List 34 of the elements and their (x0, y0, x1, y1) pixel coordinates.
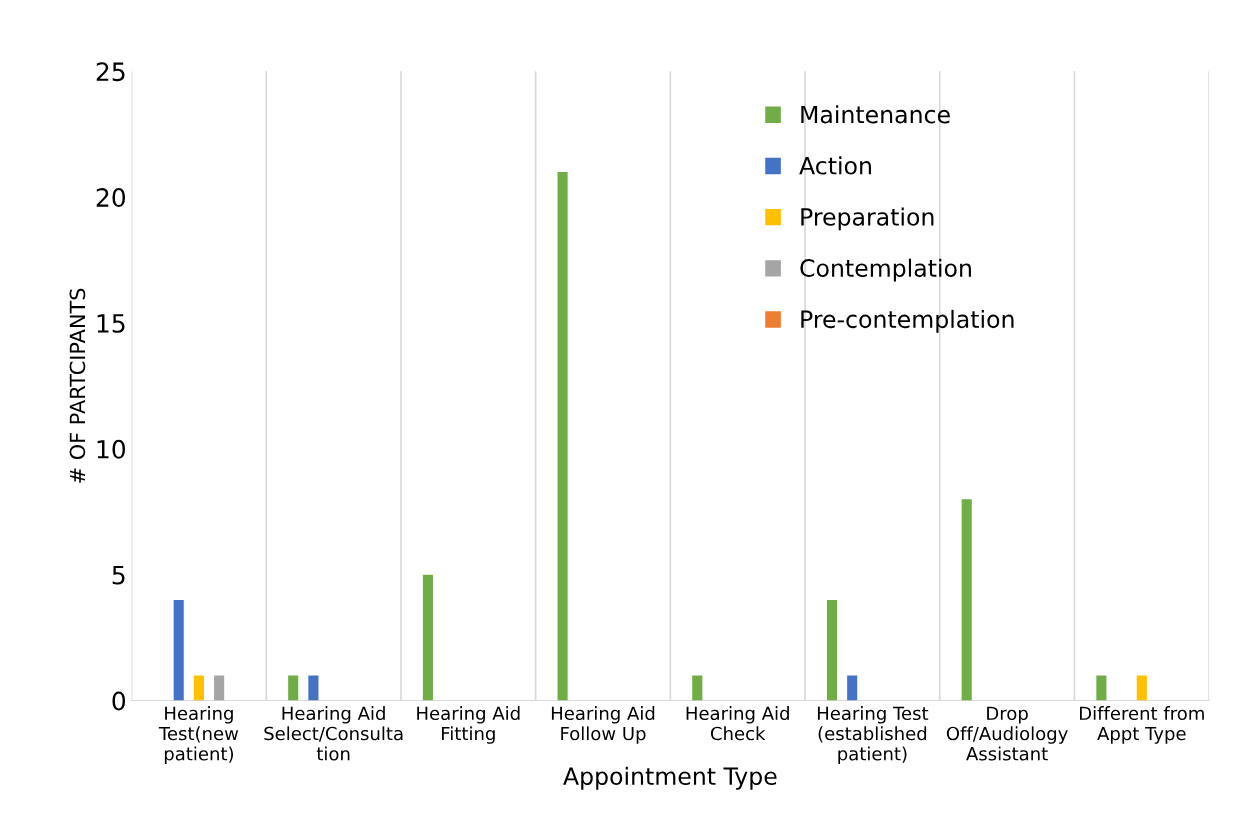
legend-label: Preparation (801, 207, 934, 231)
bar (308, 675, 319, 701)
bar (1136, 675, 1147, 701)
legend-label: Pre-contemplation (801, 309, 1014, 333)
x-tick-label: Different from Appt Type (1080, 706, 1204, 744)
bar (214, 675, 225, 701)
bar (173, 599, 184, 701)
x-tick-label: Hearing Test (established patient) (817, 706, 929, 765)
y-tick-label: 15 (97, 314, 125, 333)
legend-label: Contemplation (800, 258, 971, 282)
bar (847, 675, 858, 701)
bar (961, 499, 972, 701)
x-tick-label: Hearing Aid Fitting (417, 706, 520, 744)
legend-label: Maintenance (801, 105, 950, 124)
y-tick-label: 10 (97, 439, 126, 459)
y-tick-label: 0 (112, 691, 126, 711)
legend-label: Action (799, 156, 871, 175)
x-tick-label: Hearing Test(new patient) (158, 706, 239, 765)
x-tick-label: Drop Off/Audiology Assistant (946, 706, 1068, 761)
bar (1096, 675, 1107, 701)
x-tick-label: Hearing Aid Follow Up (551, 706, 655, 744)
bar (692, 675, 703, 701)
y-tick-label: 5 (112, 565, 125, 585)
x-tick-label: Hearing Aid Select/Consulta tion (264, 706, 403, 761)
bar (557, 171, 568, 701)
bar (826, 599, 838, 701)
bar (193, 675, 204, 701)
x-axis-title: Appointment Type (563, 766, 777, 790)
y-tick-label: 20 (96, 188, 126, 208)
x-tick-label: Hearing Aid Check (686, 706, 789, 741)
y-axis-title: # OF PARTCIPANTS (69, 288, 86, 483)
bar (288, 675, 299, 701)
y-tick-label: 25 (96, 62, 125, 82)
bar (422, 574, 433, 701)
